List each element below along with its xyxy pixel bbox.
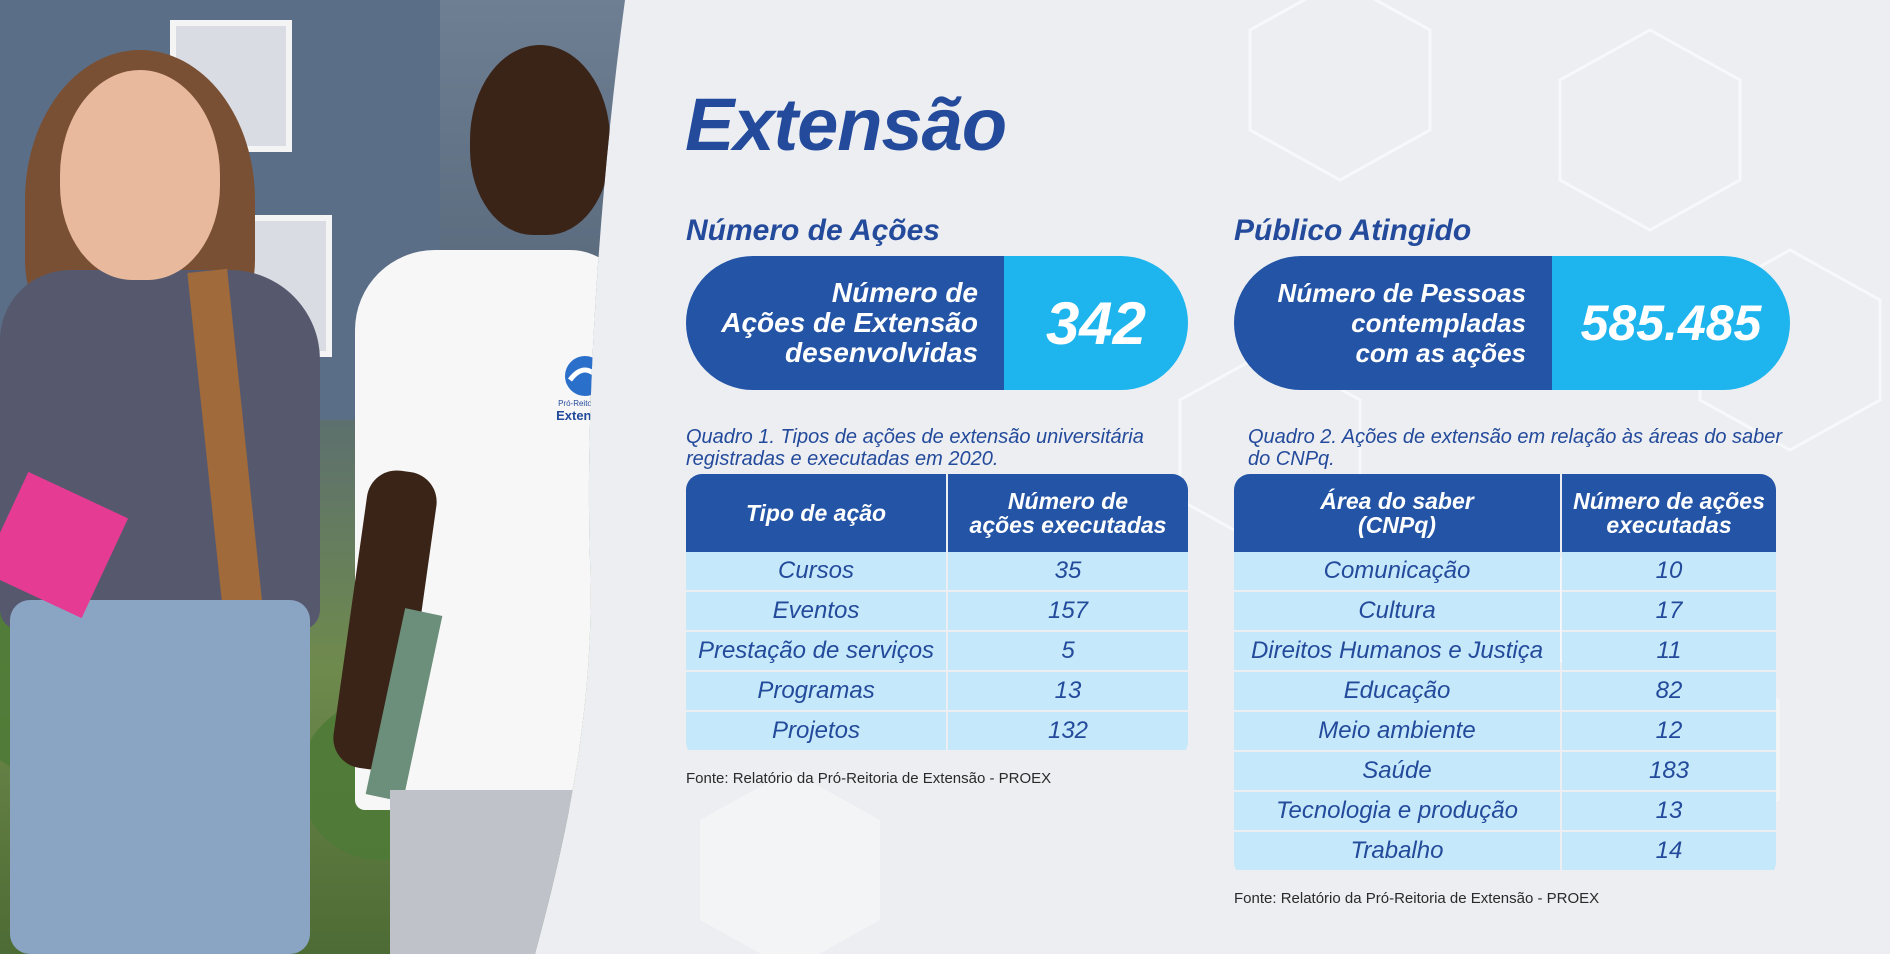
table-header: Tipo de ação	[686, 474, 946, 552]
table-row: Cursos 35	[686, 552, 1188, 592]
table-row: Meio ambiente 12	[1234, 712, 1776, 752]
caption-quadro-1: Quadro 1. Tipos de ações de extensão uni…	[686, 426, 1144, 470]
stat-acoes: Número de Ações de Extensão desenvolvida…	[686, 256, 1188, 390]
person-left-face	[60, 70, 220, 280]
table-row: Educação 82	[1234, 672, 1776, 712]
table-row: Eventos 157	[686, 592, 1188, 632]
svg-text:Pró-Reitoria de: Pró-Reitoria de	[558, 399, 612, 408]
students-photo: Pró-Reitoria de Extensão	[0, 0, 640, 954]
person-right-face	[470, 45, 610, 235]
table-acoes: Tipo de ação Número de ações executadas C…	[686, 474, 1188, 750]
table-publico: Área do saber (CNPq) Número de ações execu…	[1234, 474, 1776, 870]
table-header: Número de ações executadas	[948, 474, 1188, 552]
table-publico-wrap: Área do saber (CNPq) Número de ações execu…	[1234, 474, 1776, 878]
table-acoes-wrap: Tipo de ação Número de ações executadas C…	[686, 474, 1188, 758]
section-title-acoes: Número de Ações	[686, 214, 940, 247]
table-row: Saúde 183	[1234, 752, 1776, 792]
table-row: Cultura 17	[1234, 592, 1776, 632]
stat-publico: Número de Pessoas contempladas com as aç…	[1234, 256, 1790, 390]
person-left-jeans	[10, 600, 310, 954]
fonte-quadro-1: Fonte: Relatório da Pró-Reitoria de Exte…	[686, 770, 1052, 787]
table-row: Projetos 132	[686, 712, 1188, 750]
stat-acoes-label: Número de Ações de Extensão desenvolvida…	[686, 256, 1004, 390]
stat-publico-label: Número de Pessoas contempladas com as aç…	[1234, 256, 1552, 390]
caption-quadro-2: Quadro 2. Ações de extensão em relação à…	[1248, 426, 1783, 470]
section-title-publico: Público Atingido	[1234, 214, 1472, 247]
table-row: Comunicação 10	[1234, 552, 1776, 592]
page-title: Extensão	[685, 83, 1007, 166]
stat-publico-value: 585.485	[1552, 256, 1790, 390]
table-row: Direitos Humanos e Justiça 11	[1234, 632, 1776, 672]
table-row: Programas 13	[686, 672, 1188, 712]
table-header: Área do saber (CNPq)	[1234, 474, 1560, 552]
stat-acoes-value: 342	[1004, 256, 1188, 390]
table-row: Prestação de serviços 5	[686, 632, 1188, 672]
table-row: Trabalho 14	[1234, 832, 1776, 870]
table-header: Número de ações executadas	[1562, 474, 1776, 552]
table-row: Tecnologia e produção 13	[1234, 792, 1776, 832]
fonte-quadro-2: Fonte: Relatório da Pró-Reitoria de Exte…	[1234, 890, 1600, 907]
